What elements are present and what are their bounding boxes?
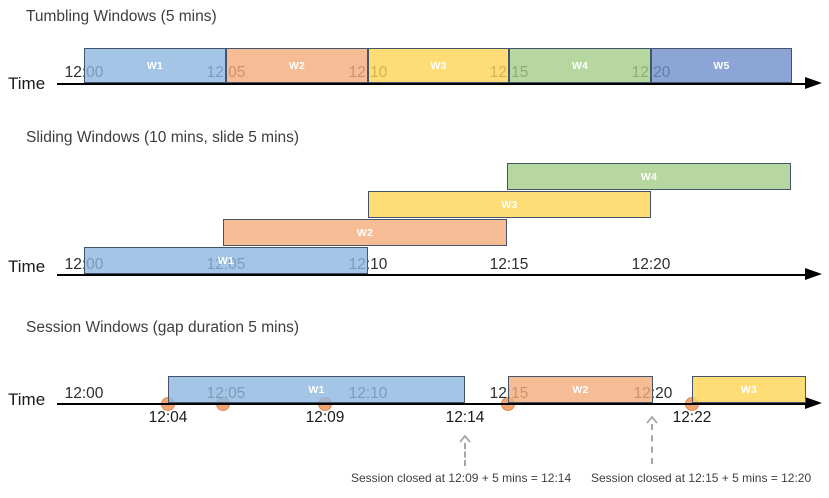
window-label: W4 — [640, 170, 658, 183]
session-closed-annotation-1: Session closed at 12:09 + 5 mins = 12:14 — [351, 471, 572, 485]
dashed-arrow-line — [464, 443, 466, 466]
window-label: W5 — [713, 59, 730, 72]
window-label: W1 — [308, 383, 325, 396]
session-section-title: Session Windows (gap duration 5 mins) — [26, 319, 300, 336]
sliding-axis-arrowhead-icon — [805, 268, 822, 280]
session-axis-arrowhead-icon — [805, 397, 822, 409]
tumbling-window-w1: W1 — [84, 48, 226, 83]
tumbling-section-title: Tumbling Windows (5 mins) — [26, 8, 217, 25]
sliding-window-w4: W4 — [507, 163, 791, 190]
up-arrowhead-icon — [459, 434, 471, 443]
event-time-1222: 12:22 — [672, 409, 712, 426]
window-label: W1 — [146, 59, 164, 72]
session-tick-1200: 12:00 — [64, 385, 104, 402]
sliding-window-w3: W3 — [368, 191, 651, 218]
event-time-1204: 12:04 — [148, 409, 188, 426]
window-label: W2 — [572, 383, 589, 396]
event-time-1214: 12:14 — [445, 409, 485, 426]
window-label: W3 — [501, 198, 518, 211]
up-arrowhead-icon — [646, 415, 658, 424]
session-window-w1: W1 — [168, 376, 465, 403]
sliding-tick-1215: 12:15 — [489, 256, 529, 273]
window-label: W3 — [740, 383, 758, 396]
dashed-arrow-line — [651, 424, 653, 464]
tumbling-window-w4: W4 — [509, 48, 651, 83]
session-time-axis-label: Time — [8, 390, 46, 409]
tumbling-axis-arrowhead-icon — [805, 77, 822, 89]
sliding-window-w2: W2 — [223, 219, 507, 246]
window-label: W4 — [571, 59, 589, 72]
sliding-window-w1: W1 — [84, 247, 368, 274]
session-closed-annotation-2: Session closed at 12:15 + 5 mins = 12:20 — [591, 471, 812, 485]
window-label: W2 — [356, 226, 374, 239]
sliding-tick-1220: 12:20 — [631, 256, 671, 273]
tumbling-window-w3: W3 — [368, 48, 509, 83]
window-label: W2 — [288, 59, 306, 72]
tumbling-time-axis-line — [57, 83, 806, 85]
session-window-w3: W3 — [692, 376, 806, 403]
window-label: W3 — [430, 59, 447, 72]
sliding-time-axis-label: Time — [8, 257, 46, 276]
session-window-w2: W2 — [508, 376, 653, 403]
tumbling-window-w5: W5 — [651, 48, 792, 83]
session-time-axis-line — [57, 403, 806, 405]
sliding-section-title: Sliding Windows (10 mins, slide 5 mins) — [26, 129, 300, 146]
window-label: W1 — [217, 254, 235, 267]
tumbling-time-axis-label: Time — [8, 74, 46, 93]
sliding-time-axis-line — [57, 274, 806, 276]
event-time-1209: 12:09 — [305, 409, 345, 426]
tumbling-window-w2: W2 — [226, 48, 368, 83]
